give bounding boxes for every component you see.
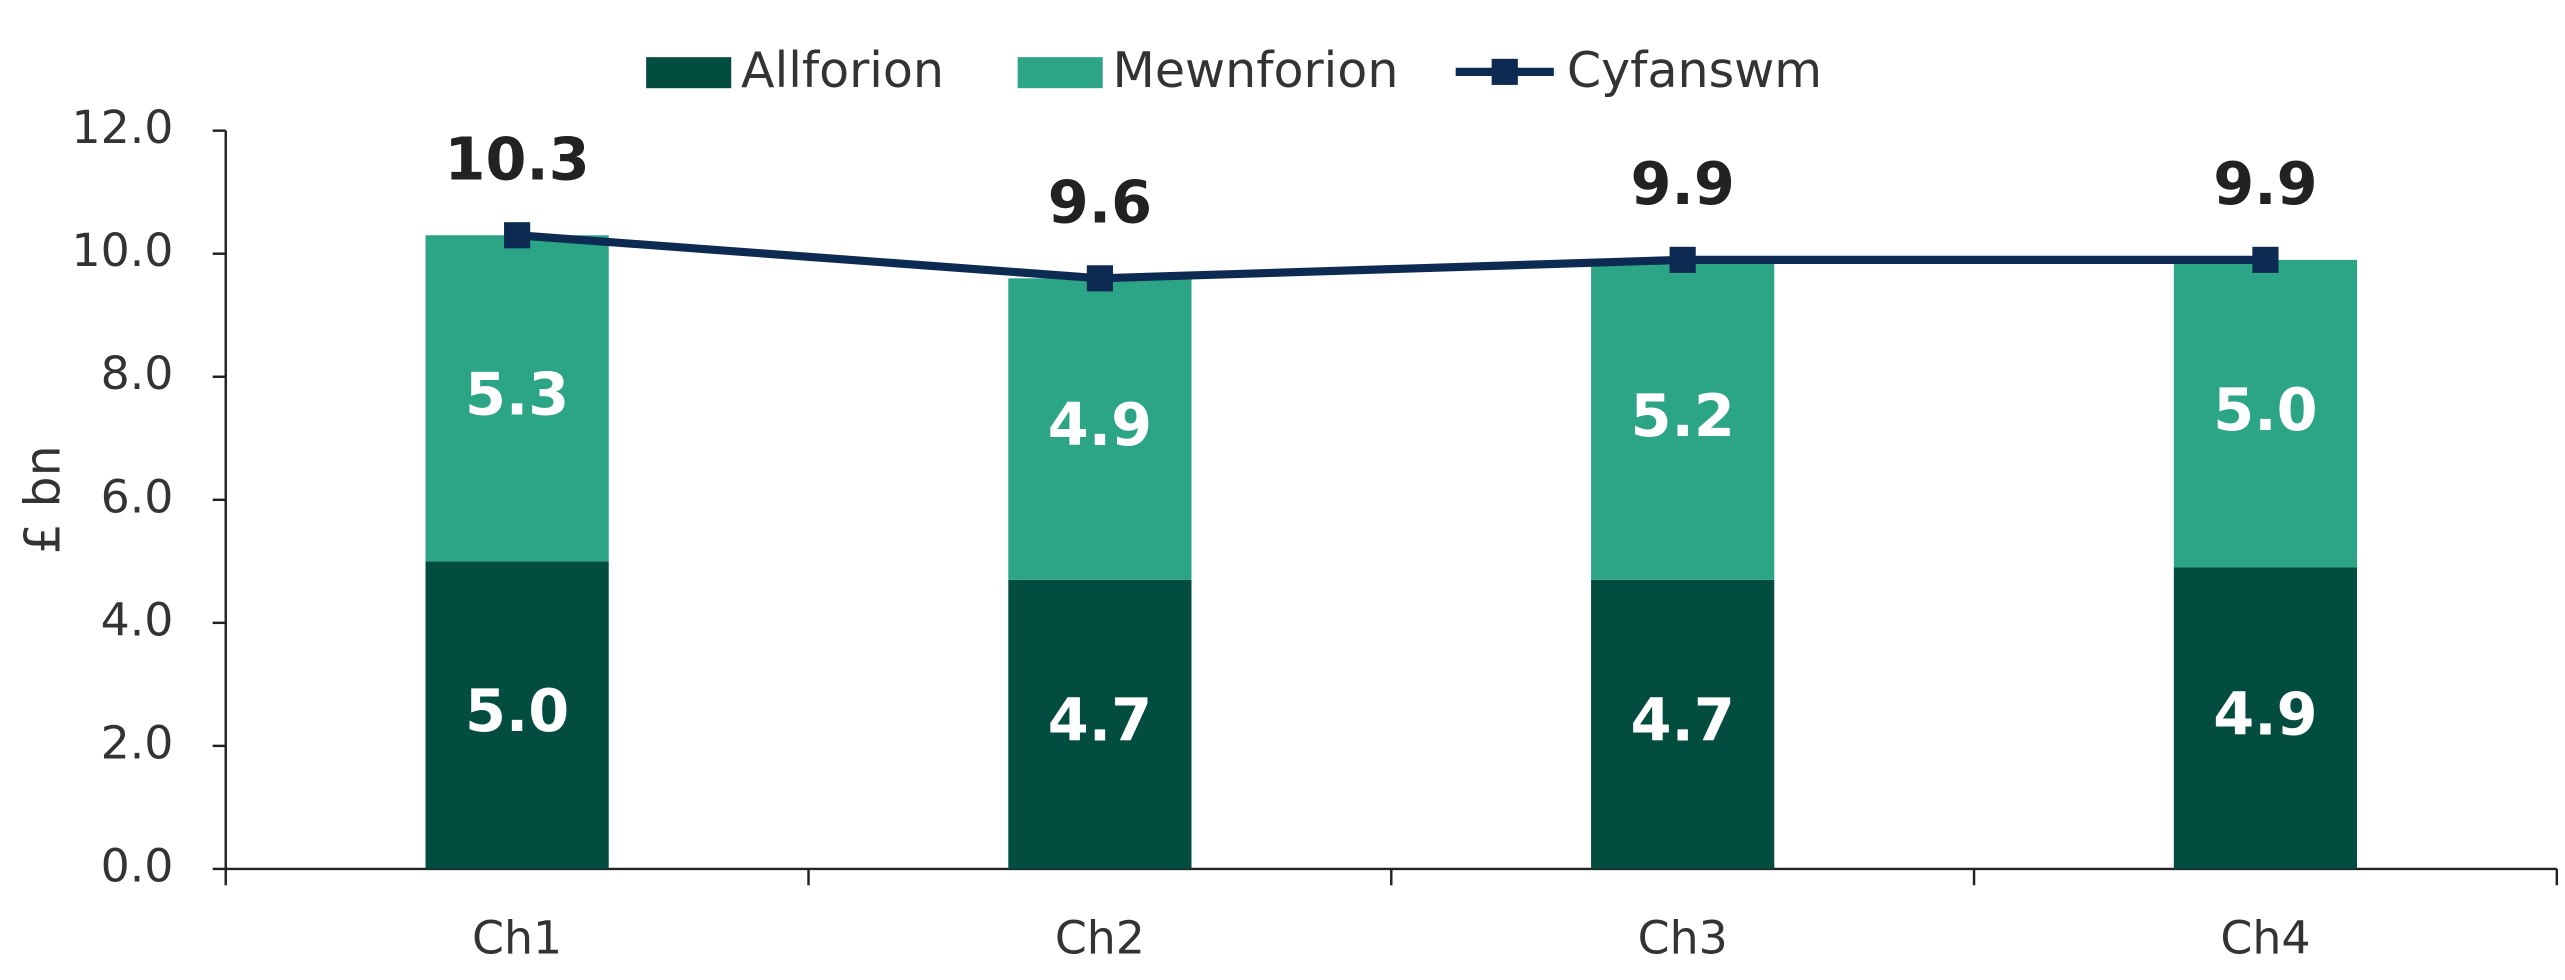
bar-segment [1008,278,1192,580]
line [516,231,2266,283]
line-marker [1669,246,1696,273]
data-label: 5.0 [2213,375,2317,444]
bar-segment [425,235,609,562]
data-label: 4.7 [1631,685,1735,754]
y-tick-label: 12.0 [71,101,173,154]
bar-segment [2173,567,2358,869]
legend-marker [1491,58,1518,85]
data-label: 5.2 [1631,381,1735,450]
data-label: 9.9 [2213,149,2317,218]
y-tick-label: 2.0 [101,716,174,769]
data-label: 9.9 [1631,149,1735,218]
legend-swatch [646,57,732,89]
data-label: 5.3 [465,359,569,428]
x-tick-label: Ch3 [1638,911,1728,964]
y-axis-label: £ bn [13,445,71,554]
bar-segment [1008,579,1192,869]
legend-label: Allforion [741,41,944,99]
x-tick-label: Ch1 [472,911,562,964]
bar-segment [425,561,609,869]
line-marker [2252,246,2279,273]
y-tick-label: 6.0 [101,470,174,523]
bar-segment [1591,579,1775,869]
y-tick-label: 10.0 [71,224,173,277]
bar-segment [1591,259,1775,580]
data-label: 4.7 [1048,685,1152,754]
y-tick-label: 4.0 [101,593,174,646]
y-tick-label: 8.0 [101,347,174,400]
data-label: 4.9 [2213,679,2317,748]
y-tick-label: 0.0 [101,839,174,892]
legend-label: Cyfanswm [1567,41,1822,99]
data-label: 9.6 [1048,168,1152,237]
data-label: 10.3 [444,125,589,194]
line-marker [1086,265,1113,292]
bar-segment [2173,259,2358,568]
line-marker [504,222,531,249]
legend-label: Mewnforion [1113,41,1399,99]
x-tick-label: Ch4 [2220,911,2310,964]
x-tick-label: Ch2 [1055,911,1145,964]
data-label: 5.0 [465,676,569,745]
data-label: 4.9 [1048,390,1152,459]
legend-swatch [1017,57,1103,89]
